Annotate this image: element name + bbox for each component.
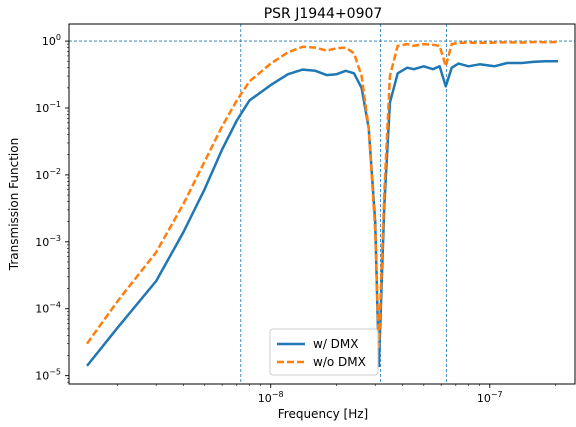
series-line-with-dmx <box>86 59 558 368</box>
legend: w/ DMX w/o DMX <box>269 328 379 376</box>
chart-title: PSR J1944+0907 <box>264 6 383 22</box>
y-tick-label: 10−5 <box>35 368 61 383</box>
legend-label-with-dmx: w/ DMX <box>313 337 359 351</box>
y-axis: 100 10−1 10−2 10−3 10−4 10−5 <box>35 33 69 383</box>
x-tick-label: 10−8 <box>258 390 284 405</box>
y-tick-label: 10−1 <box>35 100 61 115</box>
y-tick-label: 10−3 <box>35 234 61 249</box>
series-line-without-dmx <box>85 40 559 349</box>
legend-label-without-dmx: w/o DMX <box>313 355 366 369</box>
x-axis: 10−8 10−7 <box>117 384 556 405</box>
legend-box <box>269 328 379 376</box>
y-tick-label: 10−4 <box>35 301 61 316</box>
x-tick-label: 10−7 <box>477 390 503 405</box>
plot-frame <box>68 23 576 385</box>
y-tick-label: 10−2 <box>35 167 61 182</box>
series-layer <box>85 40 559 368</box>
x-axis-title: Frequency [Hz] <box>278 407 369 421</box>
y-tick-label: 100 <box>42 33 61 48</box>
y-axis-title: Transmission Function <box>7 138 21 271</box>
